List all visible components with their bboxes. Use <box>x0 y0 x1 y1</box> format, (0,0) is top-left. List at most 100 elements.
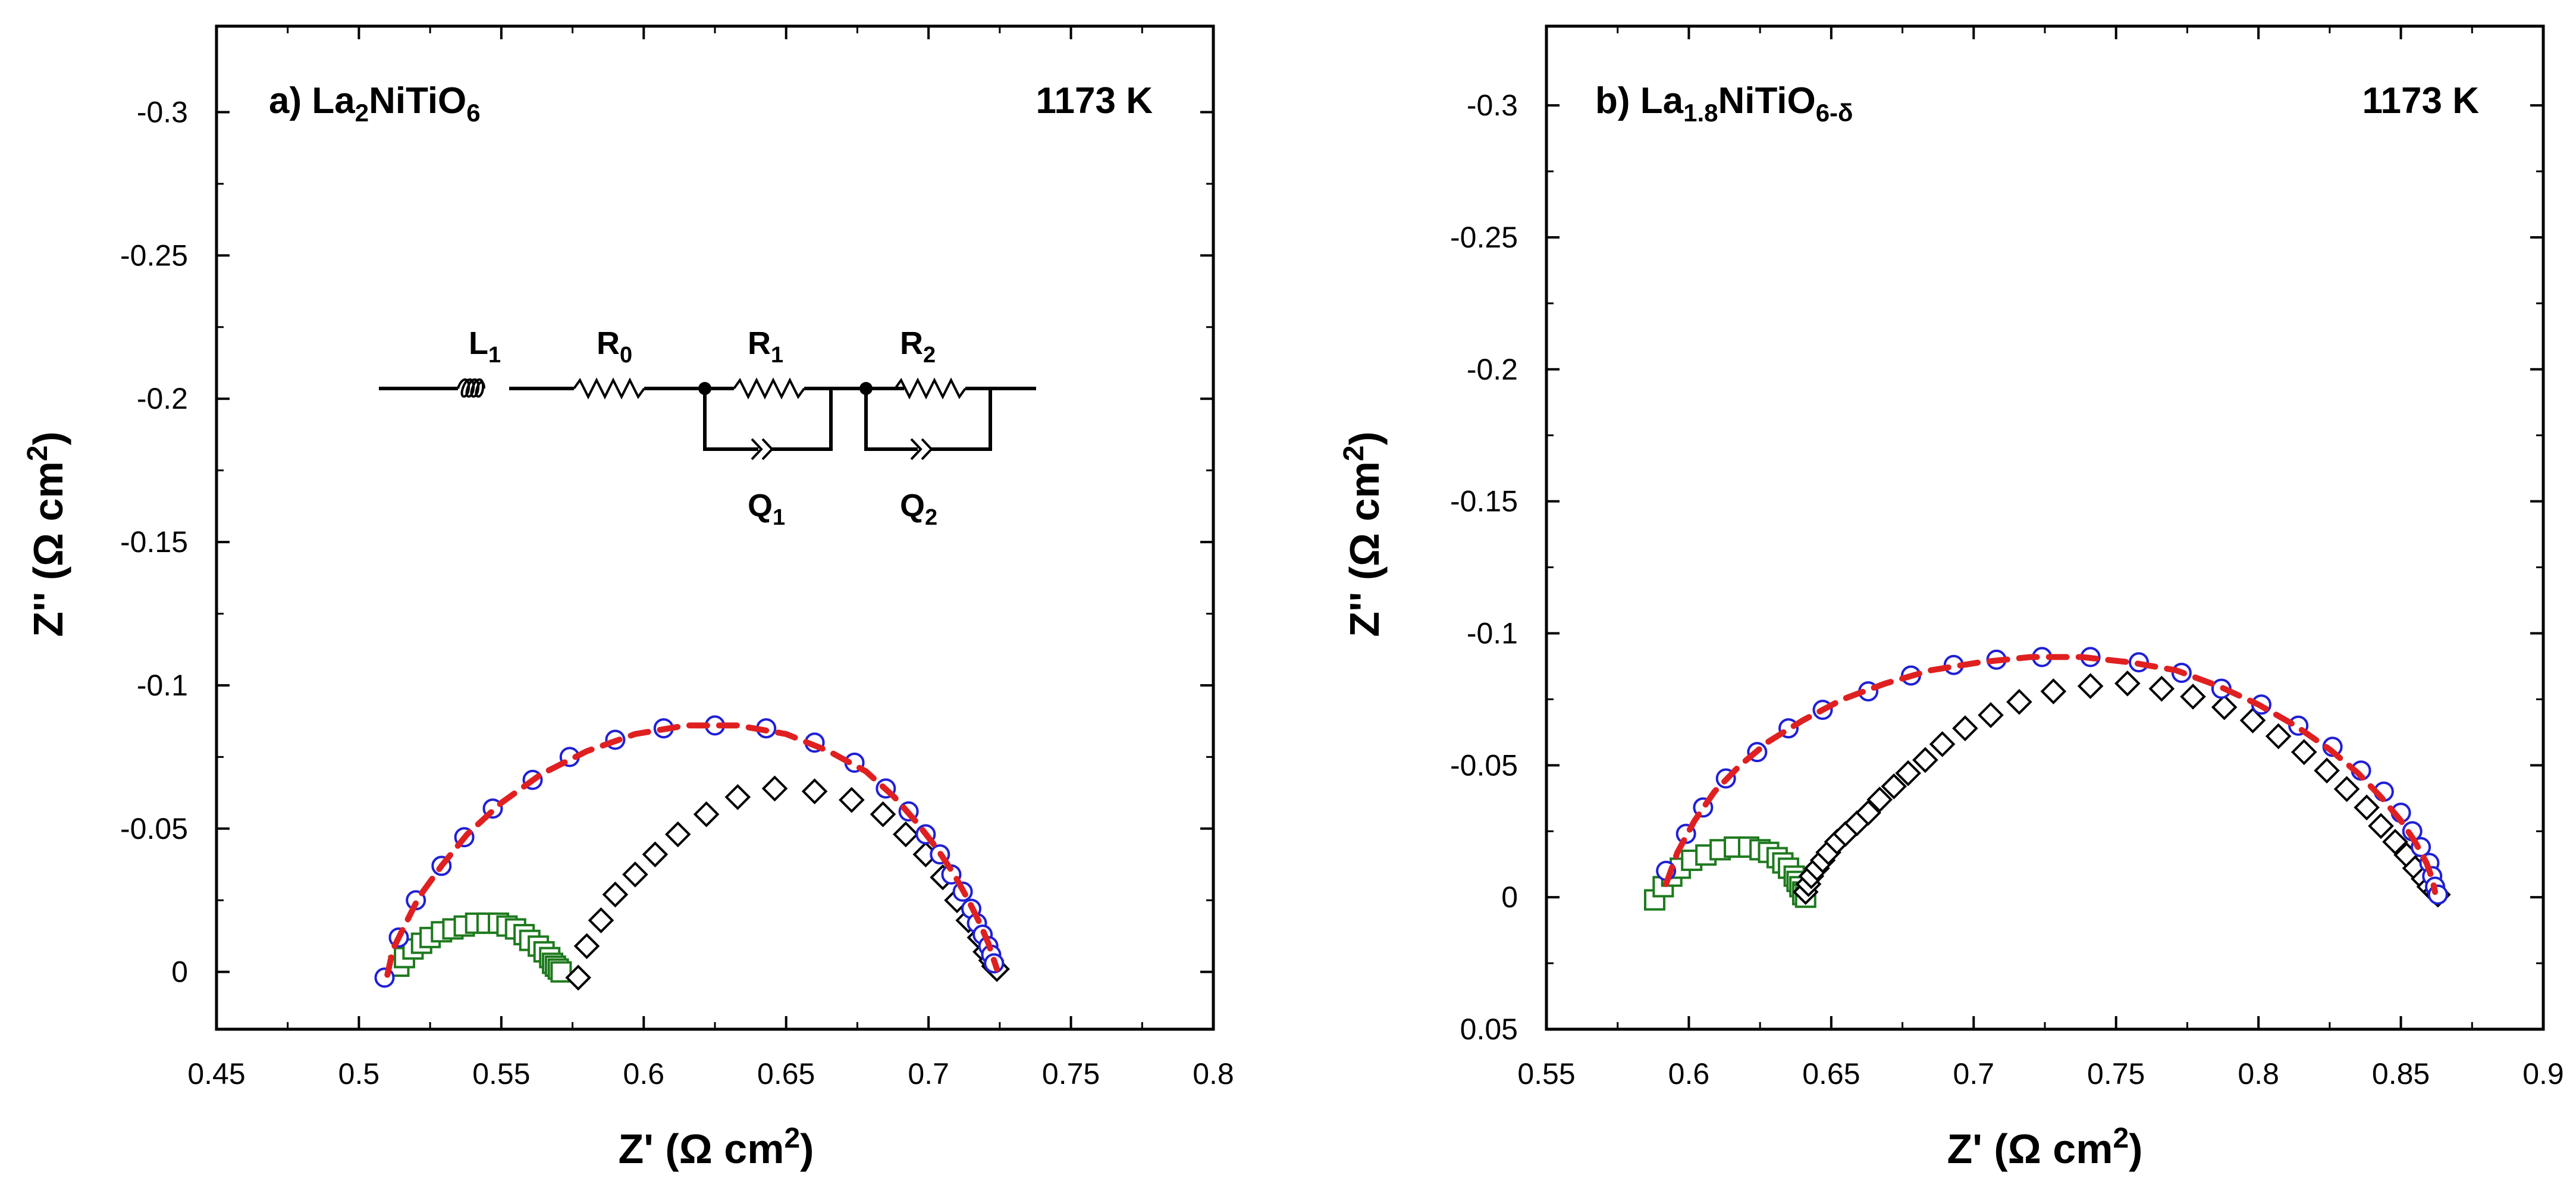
panel-a: 0.45 0.5 0.55 0.6 0.65 0.7 0.75 0.8 0 -0.05 -0.1 -0… <box>22 24 1234 1172</box>
data-point-diamond <box>664 821 691 848</box>
data-point-diamond <box>565 964 591 991</box>
y-tick-label: 0 <box>1501 880 1518 914</box>
panel-a-plot-frame <box>215 24 1215 1031</box>
x-tick-label: 0.7 <box>1953 1057 1995 1091</box>
y-tick-label: 0 <box>171 955 188 989</box>
x-tick-label: 0.8 <box>2238 1057 2279 1091</box>
x-tick-label: 0.55 <box>472 1057 530 1091</box>
panel-b-marks <box>1643 647 2451 911</box>
label-r1: R1 <box>748 325 783 368</box>
panel-b-tick-labels: 0.55 0.6 0.65 0.7 0.75 0.8 0.85 0.9 0.05 0 -0.05 -0… <box>1450 89 2564 1091</box>
data-point-diamond <box>2006 689 2032 715</box>
x-tick-label: 0.7 <box>908 1057 949 1091</box>
x-tick-label: 0.9 <box>2522 1057 2564 1091</box>
y-tick-label: -0.05 <box>1450 748 1518 782</box>
data-point-diamond <box>1978 702 2004 728</box>
label-q2: Q2 <box>900 488 937 530</box>
x-tick-label: 0.6 <box>623 1057 665 1091</box>
data-point-diamond <box>2314 757 2340 784</box>
data-point-diamond <box>2077 673 2104 700</box>
label-q1: Q1 <box>748 488 785 530</box>
fit-line <box>384 722 1000 978</box>
panel-a-temperature: 1173 K <box>1036 80 1153 121</box>
resistor-r1 <box>733 377 805 400</box>
x-tick-label: 0.85 <box>2372 1057 2430 1091</box>
panel-a-marks <box>374 715 1010 991</box>
panel-b: 0.55 0.6 0.65 0.7 0.75 0.8 0.85 0.9 0.05 0 -0.05 -0… <box>1338 24 2564 1172</box>
data-point-diamond <box>573 933 600 960</box>
x-tick-label: 0.45 <box>187 1057 245 1091</box>
y-tick-label: -0.05 <box>120 812 188 845</box>
panel-a-title: a) La2NiTiO6 <box>269 80 481 127</box>
y-tick-label: -0.15 <box>120 525 188 559</box>
inductor-l1 <box>457 378 485 398</box>
x-tick-label: 0.75 <box>1042 1057 1100 1091</box>
data-point-diamond <box>622 861 648 888</box>
data-point-diamond <box>693 801 720 828</box>
x-tick-label: 0.75 <box>2087 1057 2145 1091</box>
data-point-diamond <box>2368 813 2394 839</box>
panel-b-temperature: 1173 K <box>2362 80 2479 121</box>
cpe-q2 <box>910 438 933 460</box>
panel-a-tick-labels: 0.45 0.5 0.55 0.6 0.65 0.7 0.75 0.8 0 -0.05 -0.1 -0… <box>120 96 1234 1091</box>
y-tick-label: -0.3 <box>1467 89 1518 122</box>
resistor-r2 <box>894 377 967 400</box>
data-point-diamond <box>642 841 669 867</box>
data-point-diamond <box>2114 670 2141 697</box>
panel-b-title: b) La1.8NiTiO6-δ <box>1595 80 1853 127</box>
data-point-diamond <box>724 784 751 810</box>
label-l1: L1 <box>469 325 501 368</box>
data-point-diamond <box>839 786 865 813</box>
y-tick-label: -0.25 <box>120 239 188 272</box>
data-point-diamond <box>1952 715 1978 742</box>
data-point-diamond <box>1895 760 1921 786</box>
panel-b-plot-frame <box>1545 24 2545 1031</box>
x-tick-label: 0.55 <box>1517 1057 1575 1091</box>
y-tick-label: 0.05 <box>1460 1013 1518 1046</box>
data-point-diamond <box>1929 731 1956 757</box>
x-tick-label: 0.65 <box>1802 1057 1860 1091</box>
data-point-diamond <box>2040 678 2067 704</box>
data-point-diamond <box>761 775 788 802</box>
y-tick-label: -0.2 <box>137 382 188 415</box>
data-point-diamond <box>2265 723 2292 750</box>
y-tick-label: -0.15 <box>1450 485 1518 518</box>
data-point-diamond <box>2333 776 2360 803</box>
data-point-diamond <box>1855 800 1881 826</box>
data-point-diamond <box>1866 786 1893 813</box>
data-point-diamond <box>2180 684 2206 710</box>
x-tick-label: 0.6 <box>1668 1057 1710 1091</box>
data-point-diamond <box>801 778 828 805</box>
panel-b-y-axis-title: Z'' (Ω cm2) <box>1338 431 1388 637</box>
data-point-diamond <box>2239 707 2266 734</box>
label-r0: R0 <box>597 325 632 368</box>
data-point-diamond <box>2291 739 2317 765</box>
panel-b-x-axis-title: Z' (Ω cm2) <box>1947 1123 2143 1172</box>
fit-line <box>1663 654 2438 895</box>
panel-a-ticks <box>215 26 1215 1029</box>
data-point-diamond <box>1912 747 1938 773</box>
y-tick-label: -0.25 <box>1450 221 1518 254</box>
data-point-diamond <box>2211 694 2238 720</box>
panel-b-ticks <box>1545 26 2544 1030</box>
y-tick-label: -0.1 <box>1467 616 1518 650</box>
label-r2: R2 <box>900 325 936 368</box>
data-point-diamond <box>588 907 614 933</box>
y-tick-label: -0.3 <box>137 96 188 129</box>
data-point-diamond <box>2382 829 2408 855</box>
x-tick-label: 0.5 <box>338 1057 380 1091</box>
data-point-diamond <box>1881 773 1907 800</box>
data-point-diamond <box>870 801 896 828</box>
data-point-diamond <box>602 881 629 908</box>
data-point-diamond <box>2354 794 2380 821</box>
x-tick-label: 0.65 <box>757 1057 815 1091</box>
cpe-q1 <box>751 438 774 460</box>
x-tick-label: 0.8 <box>1193 1057 1234 1091</box>
panel-a-y-axis-title: Z'' (Ω cm2) <box>22 431 71 637</box>
y-tick-label: -0.1 <box>137 669 188 702</box>
data-point-diamond <box>2148 675 2175 702</box>
y-tick-label: -0.2 <box>1467 353 1518 386</box>
cpe-q2-loop <box>864 388 992 451</box>
panel-a-x-axis-title: Z' (Ω cm2) <box>619 1123 814 1172</box>
